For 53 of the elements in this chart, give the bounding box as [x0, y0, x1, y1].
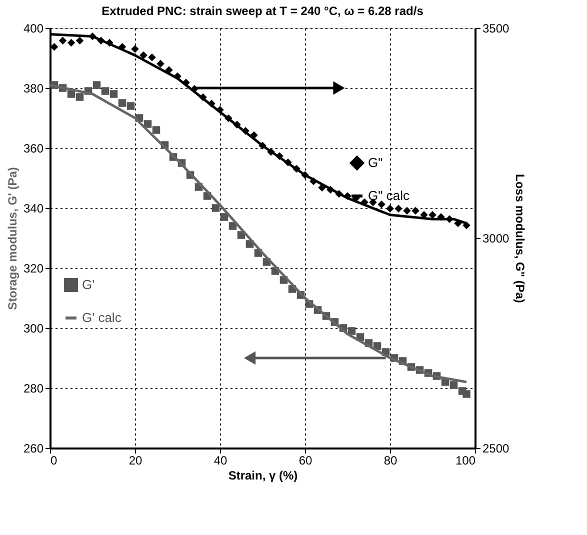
x-tick-label: 20: [128, 454, 142, 468]
x-axis-title: Strain, γ (%): [228, 468, 298, 482]
point: [76, 36, 84, 44]
chart-title: Extruded PNC: strain sweep at T = 240 °C, ω = 6.28 rad/s: [102, 4, 424, 18]
x-tick-label: 80: [384, 454, 398, 468]
point: [228, 222, 237, 230]
point: [462, 390, 470, 398]
x-tick-label: 0: [50, 454, 58, 468]
y-tick-label: 260: [23, 442, 44, 456]
point: [144, 120, 152, 128]
point: [378, 200, 386, 208]
point: [118, 99, 126, 107]
legend-label: G': [82, 277, 95, 292]
y2-tick-label: 3500: [482, 22, 510, 36]
y-axis-title: Storage modulus, G' (Pa): [5, 167, 20, 310]
point: [156, 60, 164, 68]
point: [67, 90, 76, 98]
point: [386, 204, 394, 212]
y-tick-label: 320: [23, 262, 44, 276]
point: [220, 213, 228, 221]
x-tick-label: 100: [455, 454, 476, 468]
point: [348, 327, 356, 335]
point: [126, 102, 135, 110]
y2-axis-title: Loss modulus, G" (Pa): [513, 174, 528, 304]
point: [110, 90, 118, 98]
point: [58, 36, 67, 44]
point: [76, 93, 84, 101]
point: [212, 204, 220, 212]
point: [428, 211, 436, 219]
point: [403, 206, 411, 215]
y-tick-label: 380: [23, 82, 44, 96]
x-tick-label: 60: [298, 454, 312, 468]
legend-label: G": [368, 155, 384, 170]
point: [140, 51, 148, 60]
point: [148, 54, 156, 62]
y-tick-label: 400: [23, 22, 44, 36]
y-tick-label: 340: [23, 202, 44, 216]
point: [101, 87, 110, 95]
point: [394, 204, 402, 212]
legend-label: G' calc: [82, 310, 122, 325]
legend-label: G" calc: [368, 188, 410, 203]
y2-tick-label: 3000: [482, 232, 510, 246]
y-tick-label: 360: [23, 142, 44, 156]
point: [450, 381, 458, 389]
point: [131, 45, 139, 53]
point: [92, 81, 101, 89]
point: [412, 206, 420, 215]
y-tick-label: 300: [23, 322, 44, 336]
point: [67, 38, 76, 47]
y-tick-label: 280: [23, 382, 44, 396]
point: [152, 126, 160, 134]
y2-tick-label: 2500: [482, 442, 510, 456]
x-tick-label: 40: [214, 454, 228, 468]
